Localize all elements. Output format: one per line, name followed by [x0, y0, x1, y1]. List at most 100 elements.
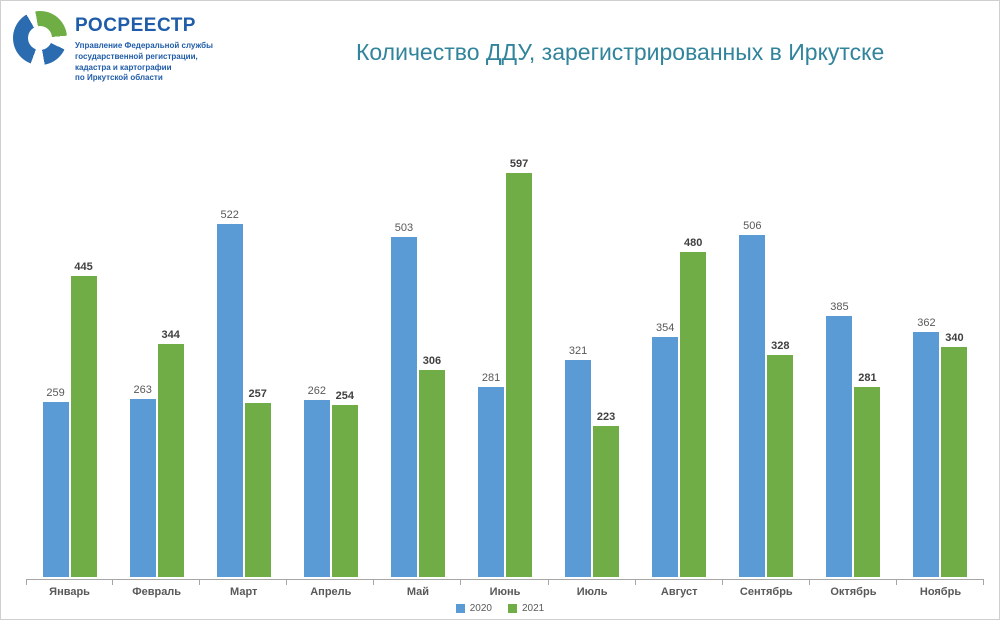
- bar-value-label: 263: [133, 384, 152, 396]
- bar-value-label: 362: [917, 317, 936, 329]
- bar-value-label: 445: [74, 261, 93, 273]
- rosreestr-emblem-icon: [13, 11, 67, 65]
- legend-label: 2021: [522, 603, 545, 614]
- bar-2020: [652, 337, 679, 577]
- month-label: Июнь: [461, 580, 549, 607]
- bar-with-label: 480: [680, 237, 707, 577]
- bar-with-label: 362: [913, 317, 940, 577]
- bar-value-label: 281: [481, 372, 501, 384]
- bar-with-label: 306: [418, 355, 445, 577]
- legend-label: 2020: [469, 603, 492, 614]
- bar-2020: [565, 360, 592, 577]
- bar-2020: [478, 387, 505, 577]
- bar-with-label: 223: [593, 411, 620, 577]
- month-label: Март: [200, 580, 288, 607]
- bar-2021: [244, 403, 271, 577]
- logo-subtitle-line: кадастра и картографии: [75, 62, 172, 72]
- logo-subtitle-line: по Иркутской области: [75, 73, 163, 83]
- rosreestr-logo: РОСРЕЕСТР Управление Федеральной службы …: [13, 11, 213, 84]
- bar-2021: [70, 276, 97, 577]
- bar-value-label: 257: [248, 388, 267, 400]
- bar-value-label: 223: [596, 411, 616, 423]
- bar-2020: [42, 402, 69, 577]
- bar-with-label: 259: [42, 387, 69, 577]
- bar-value-label: 281: [858, 372, 877, 384]
- bar-group: 385 281: [810, 301, 897, 577]
- logo-subtitle-line: государственной регистрации,: [75, 51, 198, 61]
- bar-with-label: 257: [244, 388, 271, 577]
- bar-with-label: 354: [652, 322, 679, 577]
- bar-group: 503 306: [374, 222, 461, 577]
- bar-value-label: 254: [335, 390, 354, 402]
- bar-2021: [506, 173, 533, 577]
- month-label: Май: [374, 580, 462, 607]
- month-label: Октябрь: [810, 580, 898, 607]
- legend-item: 2021: [508, 603, 544, 614]
- bar-value-label: 480: [684, 237, 703, 249]
- bar-with-label: 328: [767, 340, 794, 577]
- legend: 2020 2021: [1, 603, 999, 614]
- bar-2020: [303, 400, 330, 577]
- bar-group: 522 257: [200, 209, 287, 577]
- bar-with-label: 340: [941, 332, 968, 577]
- bar-value-label: 354: [656, 322, 675, 334]
- bar-value-label: 344: [161, 329, 180, 341]
- bar-value-label: 262: [307, 385, 326, 397]
- bar-value-label: 328: [771, 340, 790, 352]
- bar-with-label: 597: [506, 158, 533, 577]
- bar-value-label: 340: [945, 332, 964, 344]
- bar-2020: [216, 224, 243, 577]
- logo-subtitle: Управление Федеральной службы государств…: [75, 41, 213, 84]
- legend-swatch: [508, 604, 517, 613]
- brand-name: РОСРЕЕСТР: [75, 15, 196, 36]
- bar-2021: [680, 252, 707, 577]
- bar-value-label: 506: [743, 220, 762, 232]
- bar-group: 259 445: [26, 261, 113, 577]
- bar-group: 362 340: [897, 317, 984, 577]
- bar-2020: [739, 235, 766, 577]
- month-label: Ноябрь: [897, 580, 985, 607]
- logo-subtitle-line: Управление Федеральной службы: [75, 41, 213, 50]
- bar-2020: [913, 332, 940, 577]
- bar-value-label: 385: [830, 301, 849, 313]
- bar-2020: [129, 399, 156, 577]
- bar-group: 281 597: [461, 158, 548, 577]
- month-label: Август: [636, 580, 723, 607]
- bar-2021: [157, 344, 184, 577]
- bar-with-label: 506: [739, 220, 766, 577]
- month-label: Июль: [549, 580, 636, 607]
- chart-title: Количество ДДУ, зарегистрированных в Ирк…: [356, 39, 885, 65]
- bar-value-label: 259: [46, 387, 65, 399]
- bar-with-label: 254: [331, 390, 358, 577]
- month-axis: Январь Февраль Март Апрель Май Июнь Июль Август…: [26, 579, 985, 607]
- bar-value-label: 503: [394, 222, 414, 234]
- bar-value-label: 597: [509, 158, 529, 170]
- bar-group: 354 480: [636, 237, 723, 577]
- bar-2021: [941, 347, 968, 577]
- bar-group: 263 344: [113, 329, 200, 577]
- bar-with-label: 262: [303, 385, 330, 577]
- bar-value-label: 321: [568, 345, 588, 357]
- bar-value-label: 522: [220, 209, 239, 221]
- month-label: Январь: [26, 580, 114, 607]
- legend-item: 2020: [455, 603, 492, 614]
- bar-with-label: 445: [70, 261, 97, 577]
- bar-with-label: 503: [390, 222, 417, 577]
- bar-2021: [854, 387, 881, 577]
- legend-swatch: [455, 604, 465, 613]
- bar-with-label: 281: [854, 372, 881, 577]
- month-label: Апрель: [287, 580, 375, 607]
- bar-group: 262 254: [287, 385, 374, 577]
- bar-2021: [418, 370, 445, 577]
- bar-2021: [767, 355, 794, 577]
- bar-group: 321 223: [549, 345, 636, 577]
- month-label: Сентябрь: [723, 580, 810, 607]
- bar-with-label: 263: [129, 384, 156, 577]
- bar-group: 506 328: [723, 220, 810, 577]
- month-label: Февраль: [113, 580, 201, 607]
- bar-value-label: 306: [422, 355, 442, 367]
- bar-with-label: 522: [216, 209, 243, 577]
- bar-2021: [593, 426, 620, 577]
- bar-with-label: 321: [565, 345, 592, 577]
